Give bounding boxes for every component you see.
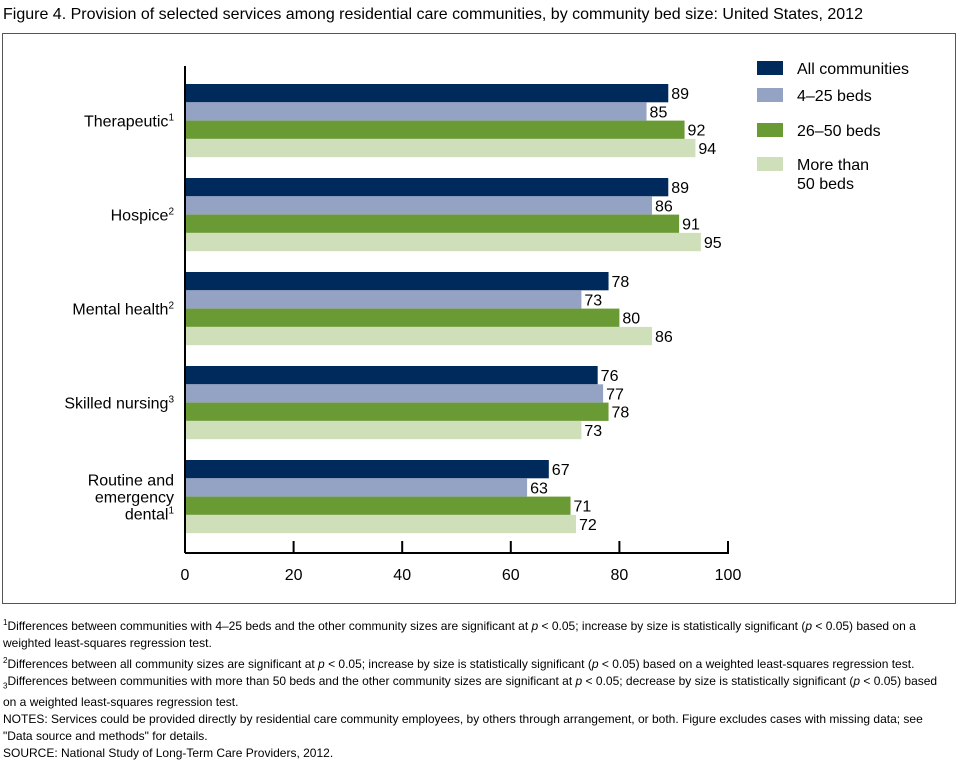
bar xyxy=(186,214,680,233)
bar xyxy=(186,196,652,215)
bar xyxy=(186,178,669,197)
legend-label: 26–50 beds xyxy=(797,123,881,140)
footnote-2: 2Differences between all community sizes… xyxy=(3,656,915,671)
data-label: 76 xyxy=(601,368,619,385)
source-text: SOURCE: National Study of Long-Term Care… xyxy=(3,746,334,761)
bar xyxy=(186,420,582,440)
bar xyxy=(186,478,528,497)
bar xyxy=(186,366,598,385)
category-label: Routine and xyxy=(88,473,174,490)
data-label: 73 xyxy=(584,423,602,440)
bar xyxy=(186,326,652,346)
category-label: dental1 xyxy=(125,506,175,524)
x-tick-label: 60 xyxy=(502,567,520,584)
legend-swatch xyxy=(757,88,783,102)
data-label: 89 xyxy=(671,86,689,103)
legend-label: 4–25 beds xyxy=(797,88,872,105)
category-label: emergency xyxy=(95,490,174,507)
footnote-1: 1Differences between communities with 4–… xyxy=(3,618,916,650)
figure-title: Figure 4. Provision of selected services… xyxy=(3,6,863,23)
bar xyxy=(186,402,609,421)
bar xyxy=(186,232,701,252)
bar xyxy=(186,290,582,309)
category-label: Skilled nursing3 xyxy=(64,395,174,413)
category-label: Mental health2 xyxy=(72,301,174,319)
data-label: 91 xyxy=(682,217,700,234)
legend-swatch xyxy=(757,123,783,137)
data-label: 95 xyxy=(704,235,722,252)
data-label: 71 xyxy=(574,499,592,516)
x-tick-label: 40 xyxy=(393,567,411,584)
category-label: Therapeutic1 xyxy=(84,113,175,131)
x-tick-label: 100 xyxy=(715,567,742,584)
notes-text: NOTES: Services could be provided direct… xyxy=(3,712,923,744)
bar xyxy=(186,84,669,103)
x-tick-label: 20 xyxy=(285,567,303,584)
legend-label: More than xyxy=(797,157,869,174)
data-label: 77 xyxy=(606,386,624,403)
data-label: 86 xyxy=(655,329,673,346)
data-label: 85 xyxy=(650,104,668,121)
legend-label: 50 beds xyxy=(797,176,854,193)
data-label: 78 xyxy=(612,274,630,291)
data-label: 92 xyxy=(688,123,706,140)
data-label: 80 xyxy=(622,311,640,328)
chart-frame xyxy=(2,33,956,604)
data-label: 67 xyxy=(552,462,570,479)
bar xyxy=(186,460,549,479)
bar xyxy=(186,102,647,121)
legend-swatch xyxy=(757,61,783,75)
data-label: 86 xyxy=(655,198,673,215)
category-label: Hospice2 xyxy=(111,207,175,225)
data-label: 72 xyxy=(579,517,597,534)
legend-label: All communities xyxy=(797,61,909,78)
x-tick-label: 0 xyxy=(181,567,190,584)
x-tick-label: 80 xyxy=(611,567,629,584)
data-label: 89 xyxy=(671,180,689,197)
footnote-3: 3Differences between communities with mo… xyxy=(3,674,938,710)
data-label: 94 xyxy=(698,141,716,158)
data-label: 78 xyxy=(612,405,630,422)
bar xyxy=(186,138,696,158)
legend-swatch xyxy=(757,157,783,171)
data-label: 73 xyxy=(584,292,602,309)
bar xyxy=(186,272,609,291)
bar-chart: 0 20 40 60 80 10089859294Therapeutic189869195… xyxy=(64,61,909,584)
bar xyxy=(186,308,620,327)
bar xyxy=(186,384,604,403)
footnotes: 1Differences between communities with 4–… xyxy=(3,614,953,762)
bar xyxy=(186,120,685,139)
bar xyxy=(186,496,571,515)
bar xyxy=(186,514,576,534)
data-label: 63 xyxy=(530,480,548,497)
